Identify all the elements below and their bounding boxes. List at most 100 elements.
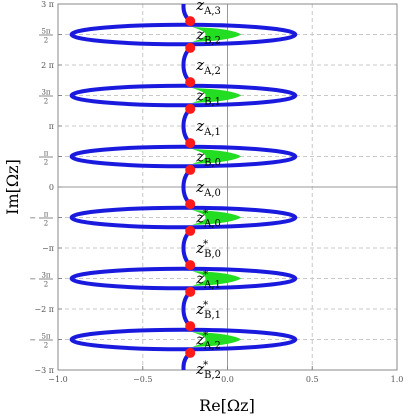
point-label: zA,0: [195, 178, 221, 199]
y-tick-fraction: 3π2: [39, 89, 53, 106]
y-tick-numerator: 5π: [41, 28, 50, 36]
x-tick-labels: −1.0 −0.5 0.0 0.5 1.0: [48, 375, 403, 384]
point-label-sub: A,2: [203, 66, 221, 77]
point-label-sub: B,0: [204, 249, 221, 260]
y-tick-fraction: 5π2: [39, 28, 53, 45]
y-tick-label: 3 π: [41, 0, 54, 9]
point-label-sub: B,2: [204, 370, 221, 381]
point-label-base: z: [195, 56, 204, 74]
y-tick-sign: −: [29, 275, 36, 284]
y-tick-label: −3 π: [34, 366, 54, 375]
y-tick-fraction: −3π2: [29, 272, 53, 289]
x-tick-label: 1.0: [391, 375, 404, 384]
y-tick-numerator: 5π: [41, 333, 50, 341]
y-tick-numerator: π: [44, 150, 49, 158]
y-tick-numerator: 3π: [41, 89, 50, 97]
y-tick-fraction: π2: [39, 150, 53, 167]
point-label-sub: B,1: [204, 310, 221, 321]
point-label: z* B,0: [195, 239, 221, 260]
y-tick-numerator: 3π: [41, 272, 50, 280]
critical-point: [185, 199, 196, 210]
y-tick-sign: −: [29, 214, 36, 223]
point-label-sub: A,1: [203, 280, 221, 291]
y-tick-numerator: π: [44, 211, 49, 219]
stability-region: [192, 149, 242, 164]
point-label: zA,2: [195, 56, 221, 77]
critical-point: [185, 260, 196, 271]
y-axis-label: Im[Ωz]: [3, 159, 22, 215]
point-label: zB,2: [195, 26, 221, 47]
x-tick-label: 0.0: [221, 375, 234, 384]
stability-region: [192, 88, 242, 103]
y-tick-denominator: 2: [44, 98, 48, 106]
point-label: zB,0: [195, 148, 221, 169]
y-tick-fraction: − π2: [29, 211, 53, 228]
point-label: z* A,0: [195, 209, 221, 230]
point-label-sub: A,3: [203, 6, 221, 17]
point-label-star: *: [203, 331, 208, 342]
y-tick-denominator: 2: [44, 342, 48, 350]
point-label-star: *: [203, 209, 208, 220]
y-tick-label: 2 π: [41, 61, 54, 70]
point-label-base: z: [195, 300, 204, 318]
point-label: zB,1: [195, 87, 221, 108]
critical-point: [185, 225, 196, 236]
point-label-star: *: [203, 360, 208, 371]
curve-loop: [69, 83, 298, 108]
x-tick-label: −0.5: [133, 375, 152, 384]
point-label: z* B,1: [195, 300, 221, 321]
y-tick-denominator: 2: [44, 159, 48, 167]
point-label-base: z: [195, 270, 204, 288]
y-tick-label: −π: [42, 244, 54, 253]
point-label-base: z: [195, 148, 204, 166]
point-label-star: *: [203, 239, 208, 250]
y-tick-fraction: −5π2: [29, 333, 53, 350]
point-label: z* A,2: [195, 331, 221, 352]
y-tick-sign: −: [29, 336, 36, 345]
point-label: zA,1: [195, 117, 221, 138]
point-label: z* A,1: [195, 270, 221, 291]
critical-point: [185, 16, 196, 27]
critical-points: [185, 16, 196, 358]
y-tick-label: −2 π: [34, 305, 54, 314]
critical-point: [185, 164, 196, 175]
point-label-base: z: [195, 117, 204, 135]
point-label-sub: A,1: [203, 127, 221, 138]
stability-region: [192, 332, 242, 347]
point-label-base: z: [195, 209, 204, 227]
point-label-star: *: [203, 300, 208, 311]
critical-point: [185, 103, 196, 114]
point-label-base: z: [195, 26, 204, 44]
curve-loop: [69, 144, 298, 169]
point-labels: zA,3zB,2zA,2zB,1zA,1zB,0zA,0z* A,0z* B,0z*…: [195, 0, 221, 381]
point-label-sub: B,2: [204, 36, 221, 47]
critical-point: [185, 286, 196, 297]
point-label-sub: A,0: [203, 188, 221, 199]
point-label: z* B,2: [195, 360, 221, 381]
grid-lines: [57, 3, 398, 371]
stability-region: [192, 27, 242, 42]
point-label-sub: B,1: [204, 97, 221, 108]
critical-point: [185, 42, 196, 53]
point-label-base: z: [195, 360, 204, 378]
critical-point: [185, 138, 196, 149]
point-label-sub: A,2: [203, 341, 221, 352]
curve-spine: [181, 4, 192, 370]
critical-point: [185, 347, 196, 358]
point-label-base: z: [195, 87, 204, 105]
point-label-base: z: [195, 0, 204, 14]
stability-region: [192, 271, 242, 286]
y-tick-label: π: [49, 122, 54, 131]
point-label-star: *: [203, 270, 208, 281]
critical-point: [185, 321, 196, 332]
y-tick-denominator: 2: [44, 37, 48, 45]
point-label: zA,3: [195, 0, 221, 17]
point-label-sub: A,0: [203, 219, 221, 230]
y-tick-label: 0: [49, 183, 54, 192]
critical-point: [185, 77, 196, 88]
y-tick-denominator: 2: [44, 281, 48, 289]
point-label-base: z: [195, 239, 204, 257]
y-tick-denominator: 2: [44, 220, 48, 228]
